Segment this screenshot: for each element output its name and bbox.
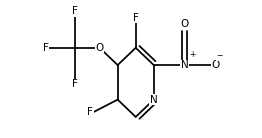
Text: F: F [133, 13, 139, 23]
Text: O: O [180, 19, 189, 29]
Text: +: + [189, 50, 195, 59]
Text: O: O [95, 43, 104, 53]
Text: N: N [150, 95, 158, 105]
Text: N: N [181, 60, 188, 70]
Text: F: F [43, 43, 48, 53]
Text: −: − [217, 51, 223, 60]
Text: F: F [88, 107, 93, 117]
Text: F: F [72, 6, 78, 16]
Text: O: O [211, 60, 219, 70]
Text: F: F [72, 79, 78, 89]
